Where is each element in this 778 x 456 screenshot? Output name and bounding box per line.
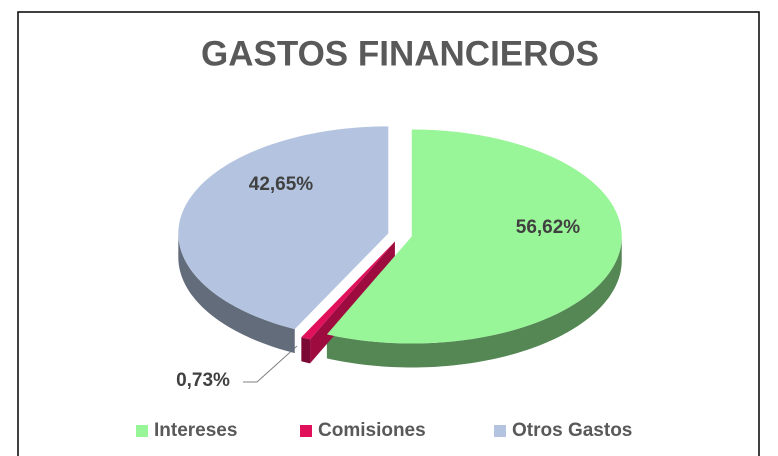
data-label: 0,73%	[176, 370, 230, 391]
slice	[178, 126, 389, 330]
legend-label: Intereses	[154, 420, 237, 441]
slice	[326, 129, 622, 344]
legend-swatch	[136, 425, 148, 437]
slice-side	[178, 233, 295, 354]
legend-label: Comisiones	[318, 420, 426, 441]
legend-label: Otros Gastos	[512, 420, 632, 441]
legend-swatch	[300, 425, 312, 437]
slice-side	[326, 236, 622, 368]
legend-swatch	[494, 425, 506, 437]
leader-line	[243, 345, 298, 383]
slice	[301, 241, 395, 340]
chart-frame	[17, 11, 760, 456]
data-label: 56,62%	[516, 217, 581, 238]
slice-side	[301, 337, 311, 364]
data-label: 42,65%	[249, 174, 314, 195]
chart-title: GASTOS FINANCIEROS	[201, 34, 599, 73]
